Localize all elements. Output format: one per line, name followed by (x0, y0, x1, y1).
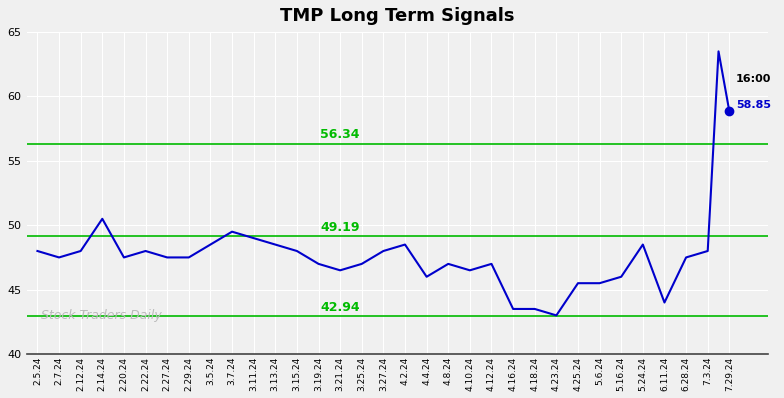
Text: Stock Traders Daily: Stock Traders Daily (42, 309, 162, 322)
Text: 58.85: 58.85 (736, 100, 771, 110)
Title: TMP Long Term Signals: TMP Long Term Signals (280, 7, 514, 25)
Text: 16:00: 16:00 (736, 74, 771, 84)
Text: 49.19: 49.19 (321, 220, 360, 234)
Text: 42.94: 42.94 (321, 301, 360, 314)
Text: 56.34: 56.34 (321, 129, 360, 141)
